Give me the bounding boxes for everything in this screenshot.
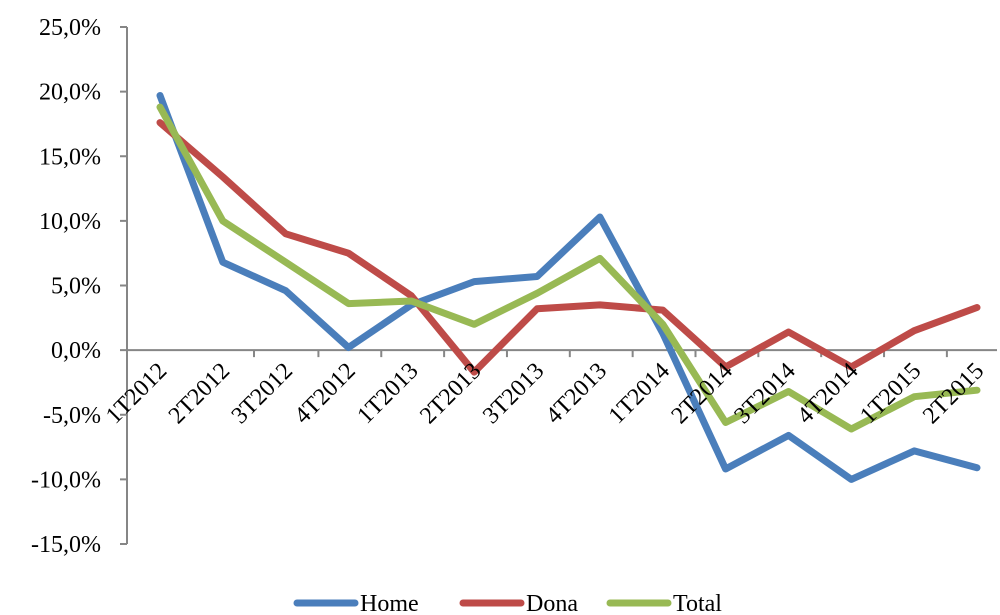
y-tick-label: -5,0%	[43, 403, 101, 429]
x-axis-labels: 1T20122T20123T20124T20121T20132T20133T20…	[101, 358, 989, 429]
series-line-dona	[156, 119, 981, 376]
series-lines	[156, 92, 981, 483]
x-tick-label: 1T2012	[101, 358, 172, 429]
legend-label-total: Total	[673, 591, 722, 615]
y-tick-label: 25,0%	[39, 15, 101, 41]
x-tick-label: 3T2012	[227, 358, 298, 429]
x-tick-label: 2T2012	[164, 358, 235, 429]
x-tick-label: 1T2014	[604, 358, 675, 429]
y-tick-label: -10,0%	[31, 467, 101, 493]
legend-label-home: Home	[360, 591, 419, 615]
axis-ticks	[120, 26, 948, 545]
y-tick-label: 5,0%	[51, 274, 101, 300]
y-tick-label: 10,0%	[39, 209, 101, 235]
y-axis-labels: 25,0% 20,0% 15,0% 10,0% 5,0% 0,0% -5,0% -10,0% -…	[31, 15, 101, 558]
x-tick-label: 3T2013	[478, 358, 549, 429]
x-tick-label: 4T2012	[290, 358, 361, 429]
x-tick-label: 2T2013	[415, 358, 486, 429]
series-line-home	[156, 92, 981, 483]
y-tick-label: 15,0%	[39, 144, 101, 170]
y-tick-label: 0,0%	[51, 338, 101, 364]
x-tick-label: 4T2013	[541, 358, 612, 429]
legend-label-dona: Dona	[526, 591, 578, 615]
legend: Home Dona Total	[293, 591, 722, 615]
series-line-total	[156, 103, 981, 433]
y-tick-label: -15,0%	[31, 532, 101, 558]
x-tick-label: 1T2013	[352, 358, 423, 429]
y-tick-label: 20,0%	[39, 80, 101, 106]
